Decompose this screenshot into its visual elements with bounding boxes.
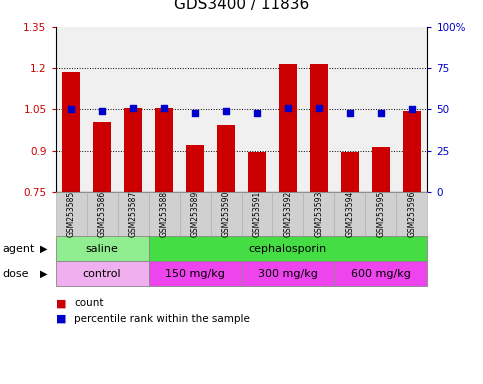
Text: 150 mg/kg: 150 mg/kg — [165, 268, 225, 279]
Text: 600 mg/kg: 600 mg/kg — [351, 268, 411, 279]
Text: GSM253587: GSM253587 — [128, 191, 138, 237]
Text: GSM253594: GSM253594 — [345, 191, 355, 237]
Text: GSM253590: GSM253590 — [222, 191, 230, 237]
Bar — [62, 72, 80, 192]
Bar — [310, 64, 328, 192]
Text: count: count — [74, 298, 103, 308]
Bar — [341, 152, 359, 192]
Text: agent: agent — [2, 243, 35, 254]
Point — [98, 108, 106, 114]
Text: cephalosporin: cephalosporin — [249, 243, 327, 254]
Text: GSM253586: GSM253586 — [98, 191, 107, 237]
Text: saline: saline — [85, 243, 118, 254]
Bar — [248, 152, 266, 192]
Point — [377, 110, 385, 116]
Text: dose: dose — [2, 268, 29, 279]
Bar — [217, 124, 235, 192]
Bar — [279, 64, 297, 192]
Point — [129, 105, 137, 111]
Text: GDS3400 / 11836: GDS3400 / 11836 — [174, 0, 309, 12]
Point — [346, 110, 354, 116]
Bar — [403, 111, 421, 192]
Text: ■: ■ — [56, 314, 66, 324]
Bar — [124, 108, 142, 192]
Bar — [155, 108, 173, 192]
Text: percentile rank within the sample: percentile rank within the sample — [74, 314, 250, 324]
Point — [67, 106, 75, 113]
Text: GSM253596: GSM253596 — [408, 191, 416, 237]
Point — [253, 110, 261, 116]
Text: GSM253585: GSM253585 — [67, 191, 75, 237]
Text: GSM253589: GSM253589 — [190, 191, 199, 237]
Text: ■: ■ — [56, 298, 66, 308]
Point — [222, 108, 230, 114]
Text: GSM253593: GSM253593 — [314, 191, 324, 237]
Text: GSM253588: GSM253588 — [159, 191, 169, 237]
Text: ▶: ▶ — [40, 268, 47, 279]
Point — [160, 105, 168, 111]
Text: GSM253591: GSM253591 — [253, 191, 261, 237]
Bar — [93, 122, 112, 192]
Point — [315, 105, 323, 111]
Bar — [186, 145, 204, 192]
Text: GSM253595: GSM253595 — [376, 191, 385, 237]
Point — [191, 110, 199, 116]
Text: control: control — [83, 268, 121, 279]
Text: ▶: ▶ — [40, 243, 47, 254]
Point — [284, 105, 292, 111]
Bar — [372, 147, 390, 192]
Text: GSM253592: GSM253592 — [284, 191, 293, 237]
Point — [408, 106, 416, 113]
Text: 300 mg/kg: 300 mg/kg — [258, 268, 318, 279]
